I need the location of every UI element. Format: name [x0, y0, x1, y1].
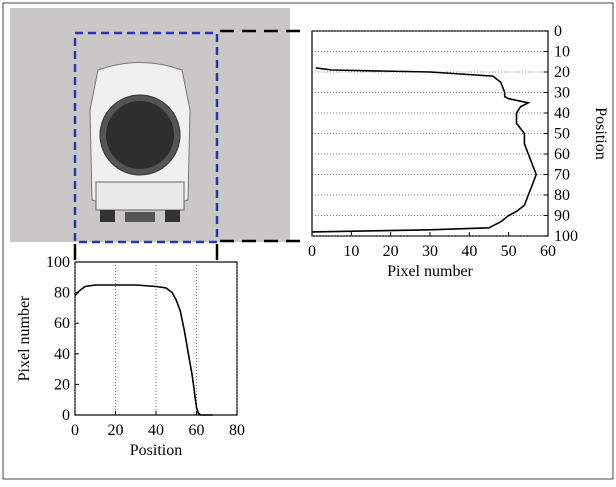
car-image: [10, 8, 305, 260]
y-tick-label: 0: [62, 407, 70, 424]
y-tick-label: 60: [554, 146, 570, 163]
y-tick-label: 100: [554, 228, 578, 245]
y-tick-label: 50: [554, 126, 570, 143]
x-tick-label: 60: [189, 422, 205, 439]
y-tick-label: 40: [54, 346, 70, 363]
y-axis-label: Position: [592, 107, 609, 159]
x-axis-label: Pixel number: [387, 263, 473, 280]
y-tick-label: 80: [554, 187, 570, 204]
y-tick-label: 40: [554, 105, 570, 122]
x-tick-label: 20: [108, 422, 124, 439]
x-tick-label: 80: [229, 422, 245, 439]
x-tick-label: 0: [308, 243, 316, 260]
x-tick-label: 0: [71, 422, 79, 439]
x-tick-label: 50: [501, 243, 517, 260]
x-tick-label: 40: [461, 243, 477, 260]
y-tick-label: 0: [554, 23, 562, 40]
y-tick-label: 30: [554, 85, 570, 102]
x-tick-label: 40: [148, 422, 164, 439]
y-axis-label: Pixel number: [16, 295, 33, 381]
y-tick-label: 10: [554, 44, 570, 61]
y-tick-label: 70: [554, 167, 570, 184]
x-tick-label: 20: [383, 243, 399, 260]
x-tick-label: 60: [540, 243, 556, 260]
x-tick-label: 10: [343, 243, 359, 260]
figure: 0 10 20 30 40 50 60 0 10 20 30 40 50 60 70 80 90 100 Pixel…: [0, 0, 616, 482]
y-tick-label: 100: [46, 254, 70, 271]
y-tick-label: 20: [54, 376, 70, 393]
y-tick-label: 20: [554, 64, 570, 81]
y-tick-label: 90: [554, 208, 570, 225]
x-tick-label: 30: [422, 243, 438, 260]
y-tick-label: 60: [54, 315, 70, 332]
y-tick-label: 80: [54, 285, 70, 302]
x-axis-label: Position: [130, 442, 182, 459]
